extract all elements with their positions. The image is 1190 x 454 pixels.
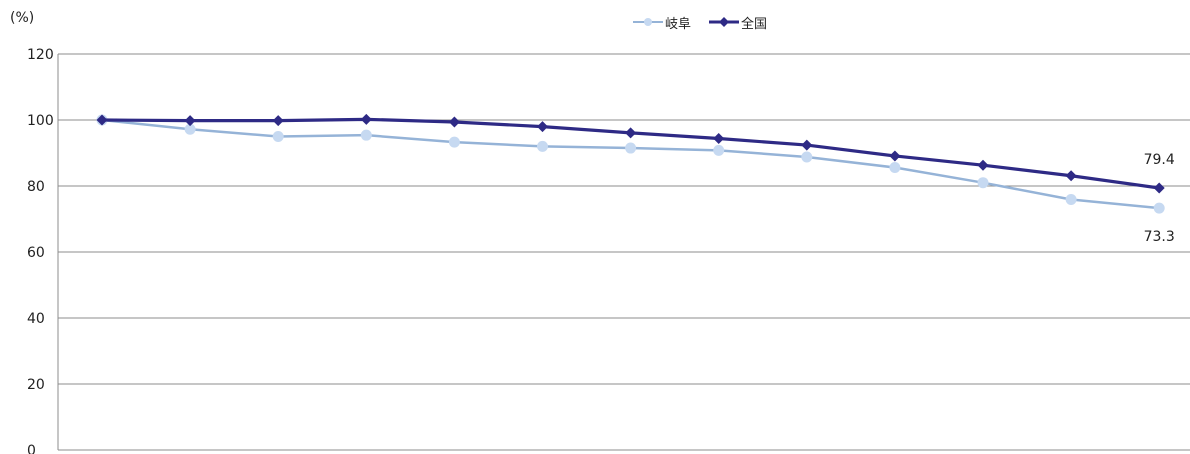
data-label-gifu-last: 73.3 <box>1144 229 1175 245</box>
y-tick-label-20: 20 <box>27 377 45 393</box>
point-national-3 <box>272 115 284 127</box>
point-national-9 <box>801 139 813 151</box>
point-national-6 <box>537 121 548 133</box>
point-national-2 <box>184 115 196 127</box>
point-national-7 <box>625 127 637 139</box>
y-tick-label-60: 60 <box>27 245 45 261</box>
point-national-11 <box>977 159 989 171</box>
legend-swatch-national <box>709 17 739 27</box>
point-national-8 <box>713 132 725 144</box>
point-gifu-11 <box>977 177 989 189</box>
point-gifu-3 <box>272 131 284 142</box>
point-national-12 <box>1065 170 1077 182</box>
point-gifu-12 <box>1065 194 1077 206</box>
point-gifu-13 <box>1153 202 1165 214</box>
point-gifu-8 <box>713 144 725 156</box>
legend-label-national: 全国 <box>741 17 768 32</box>
point-national-5 <box>448 116 460 128</box>
point-gifu-10 <box>889 162 901 174</box>
y-tick-label-0: 0 <box>27 443 36 454</box>
y-tick-label-80: 80 <box>27 179 45 195</box>
point-gifu-7 <box>625 142 637 154</box>
point-national-1 <box>96 114 108 126</box>
point-national-13 <box>1153 182 1165 194</box>
point-gifu-4 <box>360 129 372 141</box>
point-national-4 <box>360 113 372 125</box>
y-axis-unit-label: (%) <box>10 10 35 26</box>
y-tick-label-120: 120 <box>27 47 54 63</box>
point-national-10 <box>889 150 901 162</box>
legend-swatch-gifu <box>633 18 663 26</box>
y-tick-label-40: 40 <box>27 311 45 327</box>
point-gifu-9 <box>801 151 813 163</box>
point-gifu-5 <box>448 136 460 148</box>
legend-label-gifu: 岐阜 <box>665 17 692 32</box>
data-label-national-last: 79.4 <box>1144 152 1175 168</box>
point-gifu-2 <box>184 123 196 135</box>
point-gifu-6 <box>537 140 548 152</box>
y-tick-label-100: 100 <box>27 113 54 129</box>
